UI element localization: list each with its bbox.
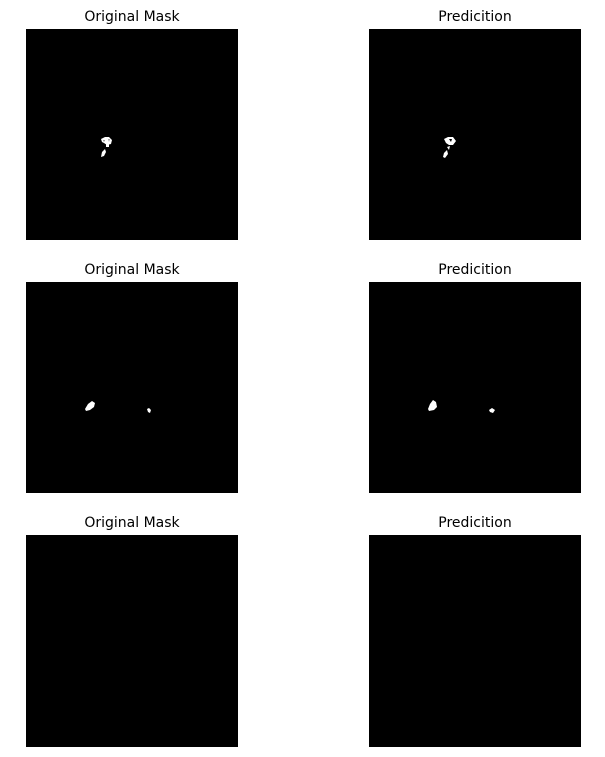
panel-title: Predicition (438, 9, 512, 25)
panel-title: Original Mask (84, 515, 180, 531)
prediction-image (369, 29, 581, 240)
prediction-image (369, 282, 581, 493)
mask-blob (85, 401, 151, 413)
prediction-image (369, 535, 581, 747)
panel-title: Predicition (438, 262, 512, 278)
mask-image (26, 29, 238, 240)
prediction-blob (443, 137, 456, 158)
panel-title: Original Mask (84, 262, 180, 278)
panel-title: Predicition (438, 515, 512, 531)
prediction-blob (428, 400, 495, 413)
mask-image (26, 535, 238, 747)
mask-image (26, 282, 238, 493)
mask-blob (101, 137, 112, 157)
panel-title: Original Mask (84, 9, 180, 25)
